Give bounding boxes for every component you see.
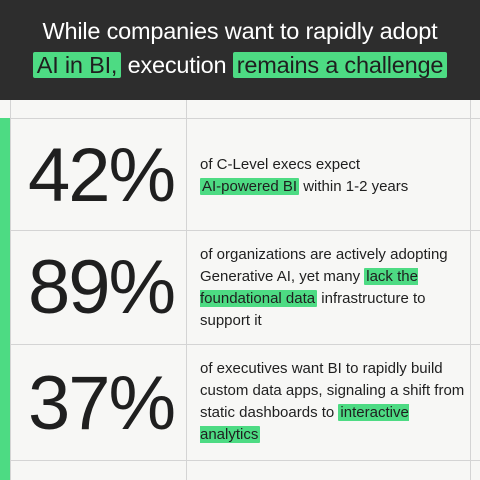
grid-line-horizontal-1 <box>0 118 480 119</box>
stat-text-3: of executives want BI to rapidly build c… <box>200 360 465 421</box>
stat-text-1: of C-Level execs expect <box>200 156 361 173</box>
title-middle-text: execution <box>121 52 233 78</box>
stat-description-2: of organizations are actively adopting G… <box>200 244 470 332</box>
title-highlight-challenge: remains a challenge <box>232 52 448 78</box>
grid-line-vertical-1 <box>10 100 11 480</box>
grid-line-horizontal-2 <box>0 230 480 231</box>
stat-description-1: of C-Level execs expect AI-powered BI wit… <box>200 154 470 198</box>
grid-line-vertical-3 <box>470 100 471 480</box>
stat-value-2: 89% <box>28 245 176 330</box>
title-line-1: While companies want to rapidly adopt <box>42 18 438 44</box>
stat-text-after-1: within 1-2 years <box>299 178 409 195</box>
stat-text-after-2: infrastructure to support it <box>200 290 426 329</box>
stat-value-1: 42% <box>28 133 176 218</box>
title-line-2: AI in BI, execution remains a challenge <box>0 48 480 82</box>
header-banner: While companies want to rapidly adopt AI… <box>0 0 480 100</box>
stat-description-3: of executives want BI to rapidly build c… <box>200 358 470 446</box>
stat-text-2: of organizations are actively adopting G… <box>200 246 448 285</box>
stat-row-1: 42% of C-Level execs expect AI-powered BI… <box>10 118 480 230</box>
title-highlight-ai-in-bi: AI in BI, <box>32 52 122 78</box>
stat-value-3: 37% <box>28 361 176 446</box>
grid-line-horizontal-4 <box>0 460 480 461</box>
accent-bar <box>0 118 10 480</box>
page-title: While companies want to rapidly adopt AI… <box>0 14 480 82</box>
stat-row-3: 37% of executives want BI to rapidly bui… <box>10 344 480 460</box>
grid-line-vertical-2 <box>186 100 187 480</box>
grid-line-horizontal-3 <box>0 344 480 345</box>
stat-highlight-1: AI-powered BI <box>200 178 300 195</box>
stat-row-2: 89% of organizations are actively adopti… <box>10 230 480 344</box>
